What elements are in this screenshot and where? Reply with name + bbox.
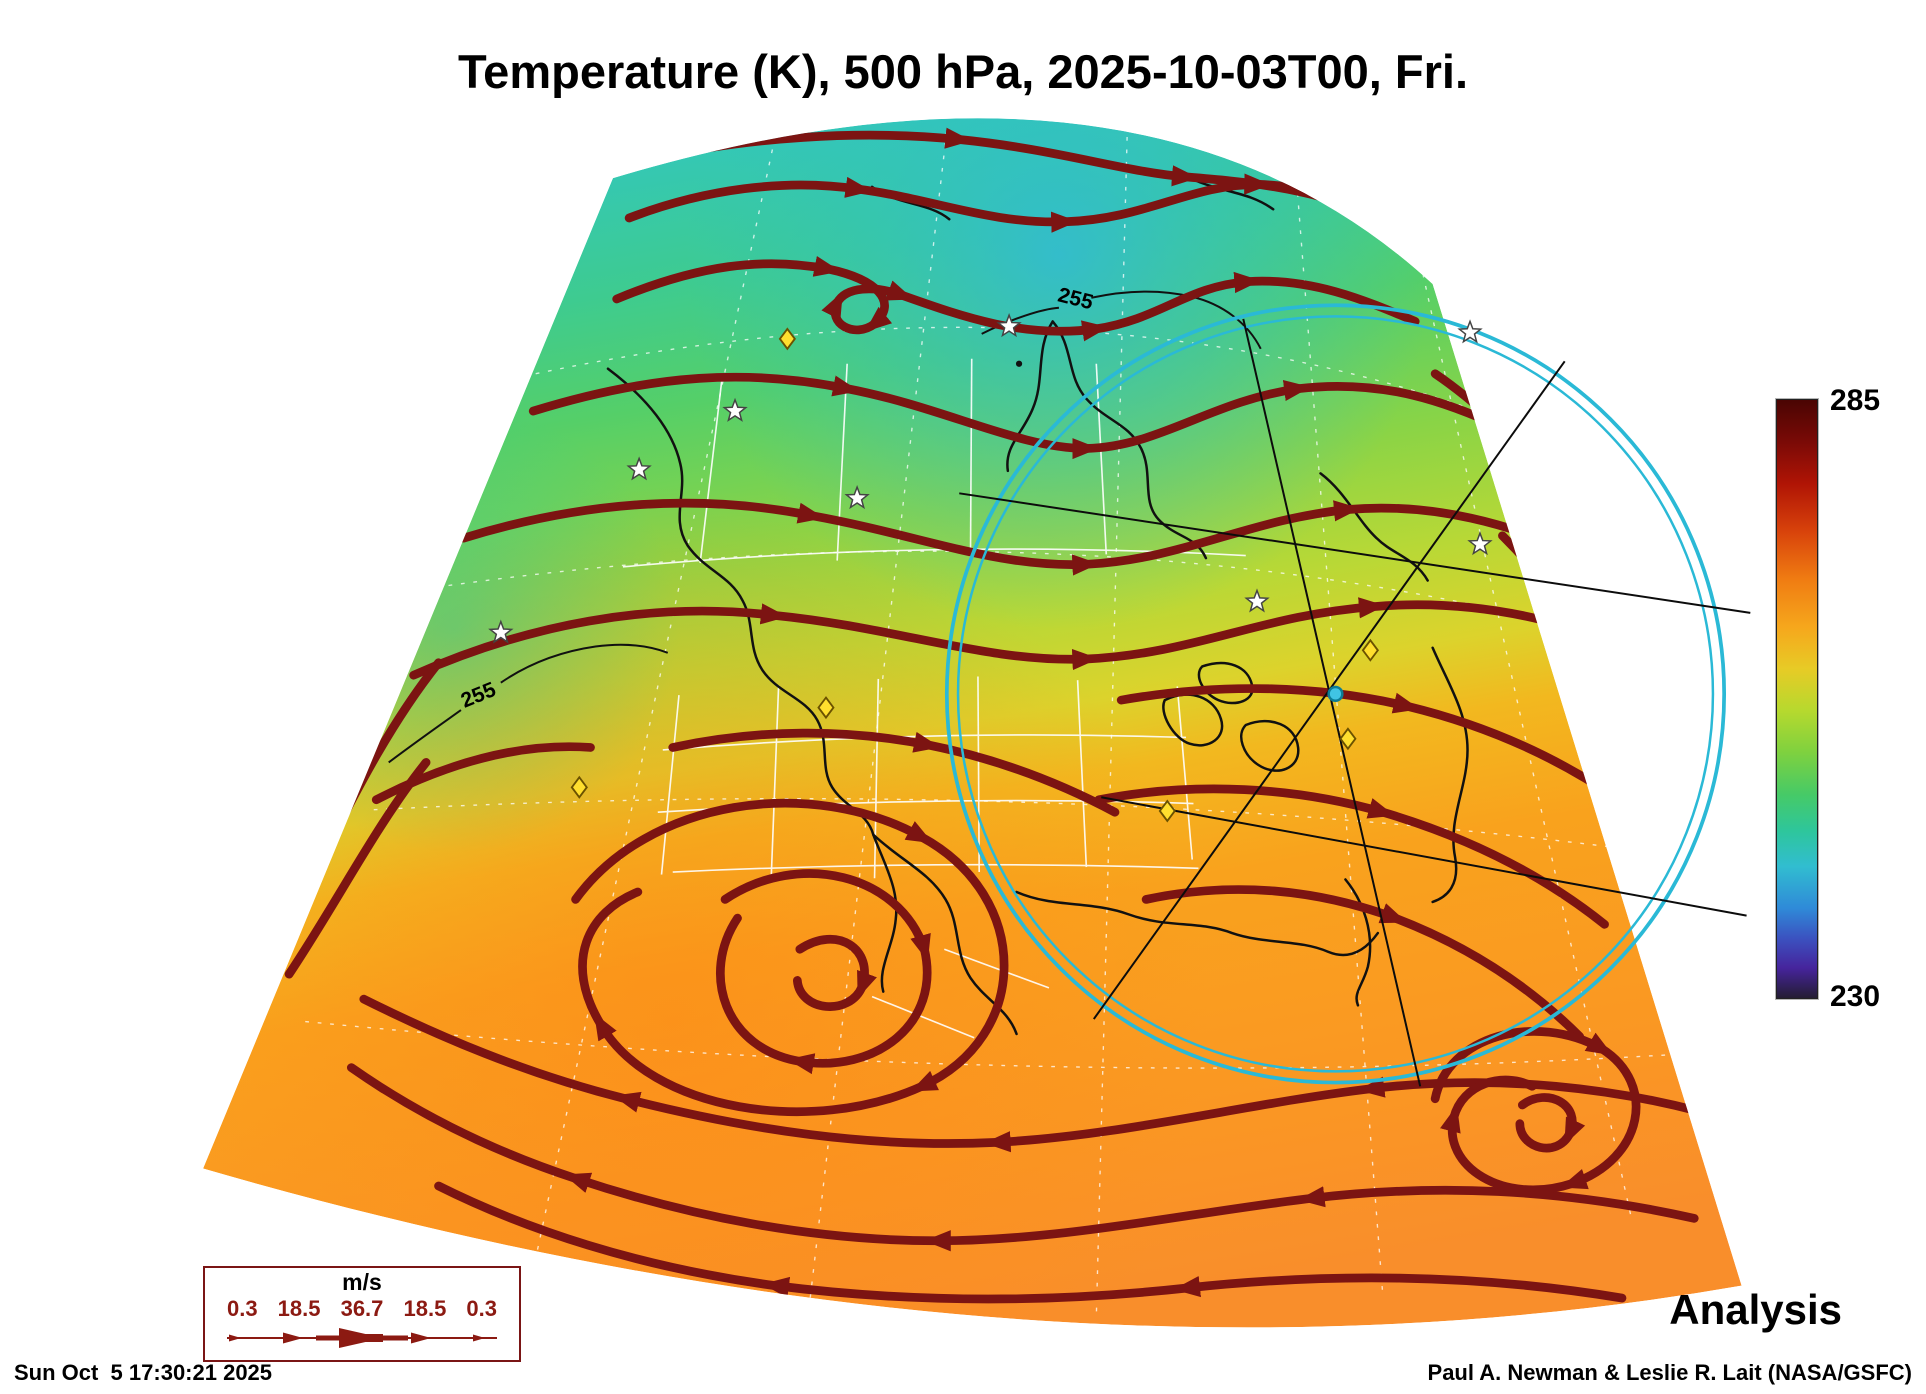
analysis-label: Analysis [1669,1286,1842,1333]
coastline [1344,878,1372,1007]
parallel-line [535,326,1486,415]
wind-legend-value: 0.3 [227,1296,258,1322]
credit-text: Paul A. Newman & Leslie R. Lait (NASA/GS… [1427,1360,1912,1385]
streamline [284,758,431,979]
scale-arrowheads [229,1328,485,1349]
streamline [409,597,1639,680]
wind-speed-scale-arrows [227,1328,497,1349]
arrowhead-medium [283,1332,303,1344]
contour-line [388,709,462,764]
wind-legend-value: 36.7 [340,1296,384,1322]
coastline [1431,646,1469,904]
streamline [643,127,1373,217]
wind-legend-value: 18.5 [277,1296,321,1322]
wind-legend-value: 18.5 [403,1296,447,1322]
wind-legend-value: 0.3 [466,1296,497,1322]
streamline [1141,885,1585,1041]
border-line [1176,686,1194,860]
colorbar-max-label: 285 [1830,384,1881,417]
cross-line [959,492,1751,614]
colorbar [1776,399,1818,999]
page-title: Temperature (K), 500 hPa, 2025-10-03T00,… [457,45,1469,98]
streamline [1094,784,1609,929]
streamline [528,372,1520,460]
island-dot [1015,360,1023,367]
contour-line [495,230,543,365]
warm-shading-south [203,118,1742,1328]
streamline [612,255,1420,342]
arrowhead-small [473,1334,485,1342]
wind-legend-units: m/s [342,1269,382,1295]
streamline [792,934,877,1011]
wind-legend-values: 0.3 18.5 36.7 18.5 0.3 [205,1296,519,1322]
colorbar-min-label: 230 [1830,980,1881,1013]
streamline [1430,1027,1641,1195]
ring-center-dot [1327,685,1344,702]
coastline [1319,472,1429,582]
streamline [1515,1093,1586,1153]
range-ring-overlay [944,303,1751,1087]
wind-speed-legend: m/s 0.3 18.5 36.7 18.5 0.3 [203,1266,521,1362]
parallel-line [373,797,1633,851]
meridian-line [535,149,774,1259]
map-fill-region: 255 255 255 [203,118,1742,1328]
contour-line [500,643,669,684]
arrowhead-medium [411,1332,431,1344]
streamline [459,498,1589,576]
streamline [434,1181,1627,1304]
border-line [1076,680,1088,868]
border-line [699,373,724,564]
border-line [977,676,981,873]
coastline [1015,890,1380,957]
cross-line [1242,318,1422,1087]
streamline [346,1063,1699,1252]
streamline [1116,684,1634,812]
wind-streamlines [284,127,1739,1304]
streamline [716,869,932,1075]
arrowhead-large [339,1328,383,1349]
range-ring-inner [956,315,1715,1073]
meridian-line [1419,261,1633,1221]
plot-timestamp: Sun Oct 5 17:30:21 2025 [14,1360,273,1385]
streamline [571,798,1009,1117]
arrowhead-small [229,1334,241,1342]
range-ring-outer [944,303,1727,1085]
meridian-line [1294,168,1384,1296]
streamline [668,728,1120,817]
